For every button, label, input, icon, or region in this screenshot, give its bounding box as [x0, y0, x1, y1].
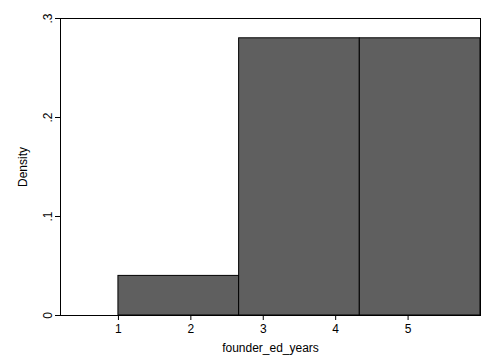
svg-text:founder_ed_years: founder_ed_years: [222, 341, 319, 355]
svg-text:Density: Density: [16, 147, 30, 187]
svg-text:1: 1: [115, 322, 122, 336]
svg-text:.2: .2: [41, 112, 55, 122]
svg-text:2: 2: [188, 322, 195, 336]
svg-text:0: 0: [41, 312, 55, 319]
svg-text:4: 4: [332, 322, 339, 336]
svg-text:.3: .3: [41, 13, 55, 23]
svg-text:5: 5: [405, 322, 412, 336]
svg-text:.1: .1: [41, 211, 55, 221]
svg-text:3: 3: [260, 322, 267, 336]
